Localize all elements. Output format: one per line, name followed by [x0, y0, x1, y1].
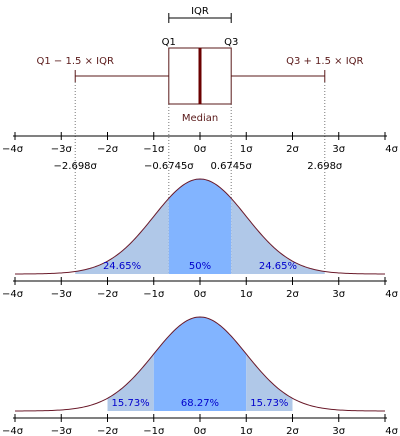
axis-tick-label: −1σ	[143, 144, 165, 155]
sigma-mark-label: 2.698σ	[307, 161, 343, 172]
axis-tick-label: −4σ	[2, 144, 24, 155]
sigma-axis-boxplot: −4σ −3σ −2σ −1σ 0σ 1σ 2σ 3σ 4σ	[2, 132, 399, 155]
axis-tick-label: −3σ	[51, 144, 73, 155]
sigma-mark-label: −2.698σ	[54, 161, 98, 172]
axis-tick-label: −2σ	[97, 144, 119, 155]
sigma-mark-label: −0.6745σ	[144, 161, 194, 172]
axis-tick-label: 0σ	[194, 289, 207, 300]
sigma-mark-label: 0.6745σ	[211, 161, 253, 172]
axis-tick-label: −3σ	[51, 289, 73, 300]
box-plot-panel: IQR Q1 Q3 Median Q1 − 1.5 × IQR Q3 + 1.5…	[37, 6, 364, 124]
axis-tick-label: 0σ	[194, 426, 207, 436]
axis-tick-label: −2σ	[97, 426, 119, 436]
center-region	[153, 317, 247, 411]
percent-label: 50%	[189, 261, 211, 272]
axis-tick-label: 0σ	[194, 144, 207, 155]
median-label: Median	[182, 113, 218, 124]
sigma-axis-pdf-sigma: −4σ −3σ −2σ −1σ 0σ 1σ 2σ 3σ 4σ	[2, 414, 399, 436]
axis-tick-label: 4σ	[385, 289, 398, 300]
percent-label: 24.65%	[259, 261, 297, 272]
axis-tick-label: −3σ	[51, 426, 73, 436]
percent-label: 15.73%	[112, 398, 150, 409]
axis-tick-label: 3σ	[332, 426, 345, 436]
lower-whisker-label: Q1 − 1.5 × IQR	[37, 56, 114, 67]
percent-label: 24.65%	[103, 261, 141, 272]
axis-tick-label: 2σ	[286, 289, 299, 300]
normal-curve	[14, 178, 386, 275]
axis-tick-label: −4σ	[2, 289, 24, 300]
left-tail-region	[75, 198, 169, 274]
axis-tick-label: 2σ	[286, 144, 299, 155]
axis-tick-label: 3σ	[332, 289, 345, 300]
axis-tick-label: −2σ	[97, 289, 119, 300]
q1-label: Q1	[162, 37, 176, 48]
axis-tick-label: 4σ	[385, 144, 398, 155]
axis-tick-label: 4σ	[385, 426, 398, 436]
normal-pdf-sigma-panel: 15.73% 68.27% 15.73%	[14, 316, 386, 412]
iqr-label: IQR	[191, 6, 209, 17]
percent-label: 15.73%	[250, 398, 288, 409]
q3-label: Q3	[224, 37, 238, 48]
upper-whisker-label: Q3 + 1.5 × IQR	[286, 56, 363, 67]
axis-tick-label: 1σ	[240, 144, 253, 155]
axis-tick-label: −1σ	[143, 289, 165, 300]
axis-tick-label: 3σ	[332, 144, 345, 155]
normal-pdf-iqr-panel: 24.65% 50% 24.65%	[14, 178, 386, 275]
axis-tick-label: 1σ	[240, 289, 253, 300]
axis-tick-label: −1σ	[143, 426, 165, 436]
axis-tick-label: 1σ	[240, 426, 253, 436]
sigma-mark-labels: −2.698σ −0.6745σ 0.6745σ 2.698σ	[54, 161, 343, 172]
sigma-axis-pdf-iqr: −4σ −3σ −2σ −1σ 0σ 1σ 2σ 3σ 4σ	[2, 277, 399, 300]
axis-tick-label: −4σ	[2, 426, 24, 436]
axis-tick-label: 2σ	[286, 426, 299, 436]
center-region	[168, 179, 232, 274]
right-tail-region	[231, 198, 325, 274]
normal-curve	[14, 316, 386, 412]
percent-label: 68.27%	[181, 398, 219, 409]
